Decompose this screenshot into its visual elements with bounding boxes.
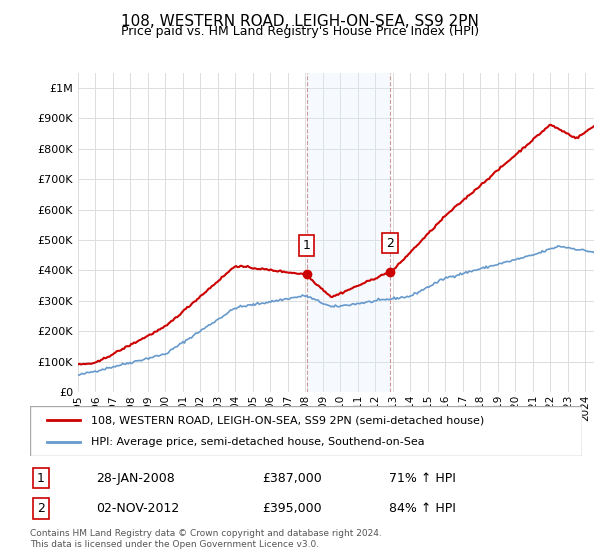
Text: £387,000: £387,000 xyxy=(262,472,322,484)
Text: HPI: Average price, semi-detached house, Southend-on-Sea: HPI: Average price, semi-detached house,… xyxy=(91,437,424,447)
Text: 2: 2 xyxy=(386,236,394,250)
Text: Contains HM Land Registry data © Crown copyright and database right 2024.
This d: Contains HM Land Registry data © Crown c… xyxy=(30,529,382,549)
Text: 02-NOV-2012: 02-NOV-2012 xyxy=(96,502,179,515)
Bar xyxy=(307,73,390,392)
Text: 108, WESTERN ROAD, LEIGH-ON-SEA, SS9 2PN: 108, WESTERN ROAD, LEIGH-ON-SEA, SS9 2PN xyxy=(121,14,479,29)
Text: 28-JAN-2008: 28-JAN-2008 xyxy=(96,472,175,484)
Text: £395,000: £395,000 xyxy=(262,502,322,515)
Text: 84% ↑ HPI: 84% ↑ HPI xyxy=(389,502,455,515)
FancyBboxPatch shape xyxy=(30,406,582,456)
Text: 108, WESTERN ROAD, LEIGH-ON-SEA, SS9 2PN (semi-detached house): 108, WESTERN ROAD, LEIGH-ON-SEA, SS9 2PN… xyxy=(91,415,484,425)
Text: 71% ↑ HPI: 71% ↑ HPI xyxy=(389,472,455,484)
Text: 2: 2 xyxy=(37,502,45,515)
Text: Price paid vs. HM Land Registry's House Price Index (HPI): Price paid vs. HM Land Registry's House … xyxy=(121,25,479,38)
Text: 1: 1 xyxy=(303,239,311,252)
Text: 1: 1 xyxy=(37,472,45,484)
